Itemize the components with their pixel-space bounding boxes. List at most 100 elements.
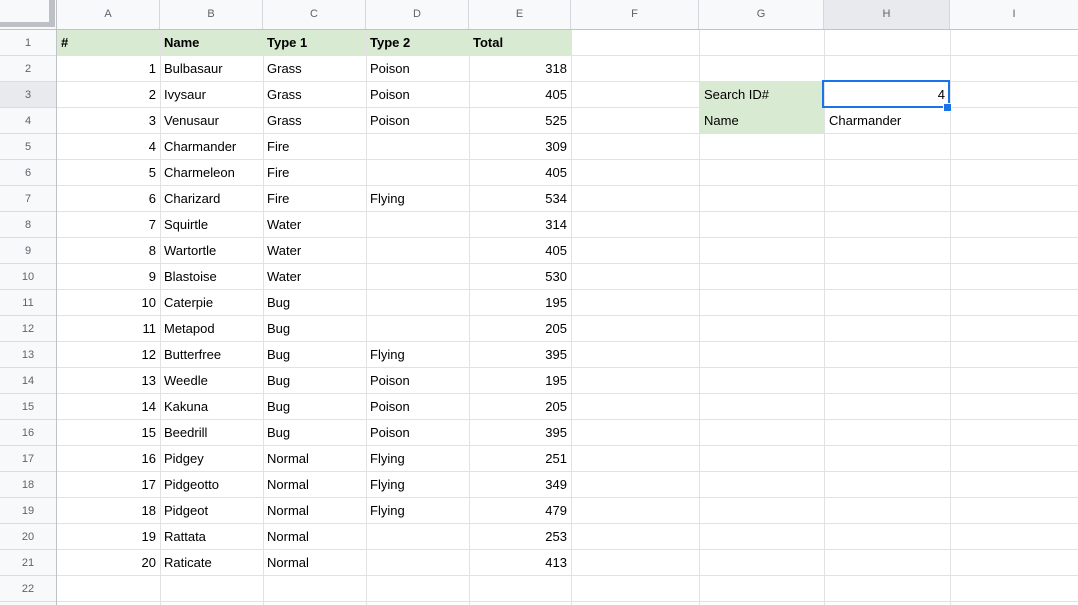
cell-id[interactable]: 11 — [142, 321, 157, 336]
cell-type1[interactable]: Normal — [267, 555, 309, 570]
cell-name[interactable]: Raticate — [164, 555, 212, 570]
cell-id[interactable]: 3 — [148, 113, 156, 128]
name-value-cell[interactable]: Charmander — [829, 113, 902, 128]
column-header[interactable]: F — [571, 0, 699, 29]
cell-name[interactable]: Charmeleon — [164, 165, 235, 180]
cell-type2[interactable]: Flying — [370, 477, 405, 492]
cell-total[interactable]: 309 — [545, 139, 567, 154]
row-header[interactable]: 9 — [0, 238, 56, 264]
cell-id[interactable]: 4 — [148, 139, 156, 154]
cell-type1[interactable]: Normal — [267, 503, 309, 518]
row-header[interactable]: 18 — [0, 472, 56, 498]
cell-name[interactable]: Butterfree — [164, 347, 222, 362]
name-label-cell[interactable]: Name — [699, 108, 824, 134]
cell-type1[interactable]: Grass — [267, 61, 302, 76]
cell-name[interactable]: Ivysaur — [164, 87, 206, 102]
header-cell-type1[interactable]: Type 1 — [263, 30, 366, 56]
cell-total[interactable]: 253 — [545, 529, 567, 544]
cell-type2[interactable]: Poison — [370, 399, 410, 414]
cell-id[interactable]: 7 — [148, 217, 156, 232]
cell-name[interactable]: Charizard — [164, 191, 221, 206]
cell-id[interactable]: 12 — [141, 347, 156, 362]
cell-name[interactable]: Pidgeotto — [164, 477, 219, 492]
cell-type2[interactable]: Flying — [370, 503, 405, 518]
cell-type1[interactable]: Bug — [267, 347, 291, 362]
cell-total[interactable]: 195 — [545, 373, 567, 388]
column-header[interactable]: C — [263, 0, 366, 29]
cell-name[interactable]: Wartortle — [164, 243, 217, 258]
row-header[interactable]: 15 — [0, 394, 56, 420]
cell-type2[interactable]: Poison — [370, 373, 410, 388]
cell-total[interactable]: 395 — [545, 425, 567, 440]
row-header[interactable]: 8 — [0, 212, 56, 238]
cell-type2[interactable] — [366, 238, 469, 264]
row-header[interactable]: 7 — [0, 186, 56, 212]
cell-type2[interactable] — [366, 316, 469, 342]
header-cell-total[interactable]: Total — [469, 30, 571, 56]
cell-id[interactable]: 20 — [141, 555, 156, 570]
cell-type2[interactable] — [366, 134, 469, 160]
row-header[interactable]: 21 — [0, 550, 56, 576]
cell-type1[interactable]: Bug — [267, 373, 291, 388]
row-header[interactable]: 14 — [0, 368, 56, 394]
cell-name[interactable]: Metapod — [164, 321, 215, 336]
cell-name[interactable]: Pidgeot — [164, 503, 209, 518]
cell-type1[interactable]: Water — [267, 217, 302, 232]
cell-total[interactable]: 413 — [545, 555, 567, 570]
cell-total[interactable]: 251 — [545, 451, 567, 466]
cell-name[interactable]: Rattata — [164, 529, 206, 544]
cell-id[interactable]: 17 — [141, 477, 156, 492]
cell-type1[interactable]: Normal — [267, 477, 309, 492]
cell-type2[interactable] — [366, 290, 469, 316]
cell-name[interactable]: Blastoise — [164, 269, 217, 284]
cell-id[interactable]: 1 — [148, 61, 156, 76]
column-header[interactable]: D — [366, 0, 469, 29]
cell-type2[interactable]: Flying — [370, 451, 405, 466]
cell-name[interactable]: Beedrill — [164, 425, 208, 440]
cell-id[interactable]: 6 — [148, 191, 156, 206]
cell-type2[interactable] — [366, 160, 469, 186]
cell-type1[interactable]: Grass — [267, 113, 302, 128]
row-header[interactable]: 12 — [0, 316, 56, 342]
cell-type2[interactable]: Poison — [370, 61, 410, 76]
cell-type1[interactable]: Normal — [267, 451, 309, 466]
column-header[interactable]: I — [1012, 8, 1016, 20]
cell-id[interactable]: 8 — [148, 243, 156, 258]
cell-type1[interactable]: Water — [267, 269, 302, 284]
column-header[interactable]: H — [824, 0, 950, 29]
cell-name[interactable]: Venusaur — [164, 113, 219, 128]
cell-name[interactable]: Kakuna — [164, 399, 209, 414]
cell-id[interactable]: 13 — [141, 373, 156, 388]
frozen-row-handle[interactable] — [0, 22, 55, 27]
cell-type2[interactable]: Poison — [370, 113, 410, 128]
cell-name[interactable]: Squirtle — [164, 217, 209, 232]
row-header[interactable]: 16 — [0, 420, 56, 446]
column-header[interactable]: G — [699, 0, 824, 29]
select-all-corner[interactable] — [0, 0, 57, 30]
search-id-label-cell[interactable]: Search ID# — [699, 82, 824, 108]
cell-name[interactable]: Bulbasaur — [164, 61, 223, 76]
cell-id[interactable]: 19 — [141, 529, 156, 544]
row-header[interactable]: 6 — [0, 160, 56, 186]
cell-id[interactable]: 16 — [141, 451, 156, 466]
cell-type2[interactable]: Flying — [370, 191, 405, 206]
cell-total[interactable]: 195 — [545, 295, 567, 310]
cell-type2[interactable] — [366, 264, 469, 290]
row-header[interactable]: 13 — [0, 342, 56, 368]
cell-type1[interactable]: Bug — [267, 295, 291, 310]
cell-total[interactable]: 205 — [545, 321, 567, 336]
cell-type1[interactable]: Fire — [267, 191, 290, 206]
cell-type2[interactable] — [366, 212, 469, 238]
cell-total[interactable]: 318 — [545, 61, 567, 76]
row-header[interactable]: 17 — [0, 446, 56, 472]
selection-fill-handle[interactable] — [943, 103, 952, 112]
row-header[interactable]: 10 — [0, 264, 56, 290]
cell-total[interactable]: 205 — [545, 399, 567, 414]
cell-type2[interactable]: Poison — [370, 87, 410, 102]
header-cell-type2[interactable]: Type 2 — [366, 30, 469, 56]
row-header[interactable]: 4 — [0, 108, 56, 134]
cell-total[interactable]: 479 — [545, 503, 567, 518]
cell-total[interactable]: 395 — [545, 347, 567, 362]
row-header[interactable]: 22 — [0, 576, 56, 602]
cell-type2[interactable] — [366, 524, 469, 550]
